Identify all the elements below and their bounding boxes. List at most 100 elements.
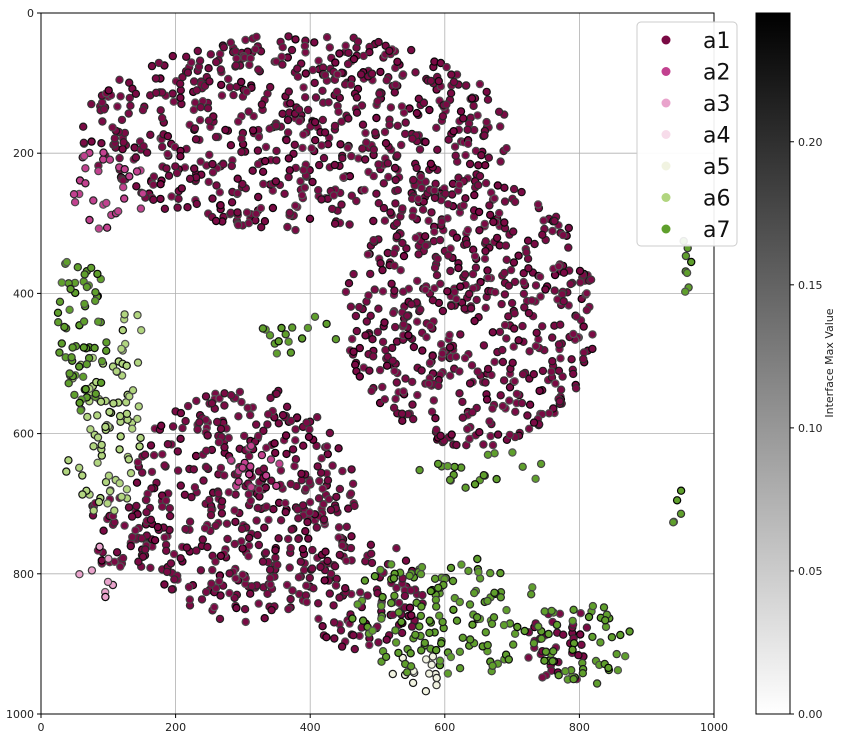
point-a7 (434, 583, 443, 593)
point-a1 (417, 366, 426, 375)
point-a7 (443, 669, 453, 678)
point-a1 (219, 159, 228, 169)
point-a1 (428, 296, 438, 305)
point-a7 (479, 471, 488, 480)
point-a1 (347, 532, 356, 541)
point-a1 (361, 128, 370, 138)
point-a1 (471, 146, 481, 156)
point-a1 (237, 397, 246, 407)
point-a1 (454, 263, 463, 273)
point-a1 (201, 392, 211, 401)
point-a1 (413, 276, 422, 286)
point-a6 (118, 326, 128, 335)
point-a1 (320, 70, 330, 80)
point-a1 (261, 548, 271, 557)
point-a1 (237, 134, 246, 143)
point-a1 (303, 105, 313, 115)
point-a1 (291, 436, 300, 445)
point-a1 (382, 361, 392, 370)
point-a1 (131, 153, 141, 162)
point-a1 (308, 65, 318, 75)
point-a1 (456, 330, 465, 339)
point-a1 (160, 533, 169, 542)
point-a1 (376, 67, 385, 77)
point-a1 (238, 179, 247, 189)
point-a1 (558, 372, 567, 381)
point-a1 (286, 416, 296, 426)
point-a1 (298, 501, 308, 510)
point-a1 (510, 324, 519, 333)
point-a1 (324, 495, 334, 504)
point-a1 (349, 631, 358, 640)
point-a1 (153, 522, 162, 532)
point-a1 (116, 92, 125, 101)
point-a1 (230, 506, 239, 515)
point-a1 (510, 277, 520, 287)
point-a6 (94, 497, 104, 507)
point-a7 (544, 629, 553, 639)
point-a1 (233, 208, 242, 217)
point-a6 (105, 407, 114, 417)
point-a1 (365, 48, 374, 57)
point-a1 (404, 331, 413, 340)
point-a1 (226, 140, 236, 150)
point-a1 (582, 289, 591, 298)
point-a1 (274, 419, 283, 428)
point-a1 (344, 114, 353, 123)
point-a1 (517, 398, 527, 408)
point-a7 (417, 562, 427, 572)
point-a1 (208, 168, 218, 177)
point-a1 (462, 81, 471, 90)
point-a1 (245, 410, 255, 420)
point-a1 (256, 203, 266, 213)
y-tick-label: 800 (13, 568, 34, 581)
point-a7 (513, 622, 522, 632)
point-a1 (248, 166, 257, 175)
point-a1 (301, 69, 310, 78)
point-a1 (350, 501, 359, 511)
point-a1 (450, 287, 459, 297)
point-a6 (86, 425, 95, 434)
point-a1 (392, 218, 402, 228)
point-a1 (504, 281, 513, 290)
point-a1 (529, 418, 539, 427)
point-a1 (359, 51, 368, 61)
point-a1 (281, 507, 290, 517)
point-a1 (187, 58, 196, 67)
point-a1 (313, 462, 322, 471)
point-a1 (193, 46, 202, 56)
point-a2 (89, 196, 98, 205)
point-a1 (520, 303, 529, 312)
point-a1 (299, 165, 308, 175)
point-a7 (274, 337, 283, 346)
point-a1 (556, 320, 565, 329)
point-a1 (409, 175, 418, 185)
point-a1 (378, 382, 387, 392)
point-a1 (397, 102, 407, 111)
point-a7 (358, 616, 368, 625)
point-a7 (67, 353, 76, 362)
point-a1 (455, 180, 464, 189)
point-a7 (470, 588, 479, 598)
point-a1 (495, 208, 504, 218)
point-a2 (272, 481, 281, 491)
point-a1 (118, 553, 128, 563)
point-a1 (432, 271, 442, 280)
point-a1 (421, 232, 430, 241)
x-tick-label: 800 (569, 721, 590, 734)
point-a1 (372, 113, 381, 123)
point-a7 (297, 334, 307, 343)
point-a7 (599, 603, 609, 612)
point-a1 (388, 343, 397, 353)
point-a1 (302, 418, 311, 427)
point-a1 (318, 622, 327, 631)
point-a1 (434, 76, 443, 86)
point-a2 (118, 182, 128, 192)
point-a1 (463, 125, 472, 135)
point-a7 (458, 633, 467, 643)
point-a1 (244, 490, 253, 499)
point-a1 (305, 573, 314, 583)
point-a1 (386, 103, 396, 112)
point-a1 (559, 630, 568, 639)
point-a1 (554, 262, 563, 271)
